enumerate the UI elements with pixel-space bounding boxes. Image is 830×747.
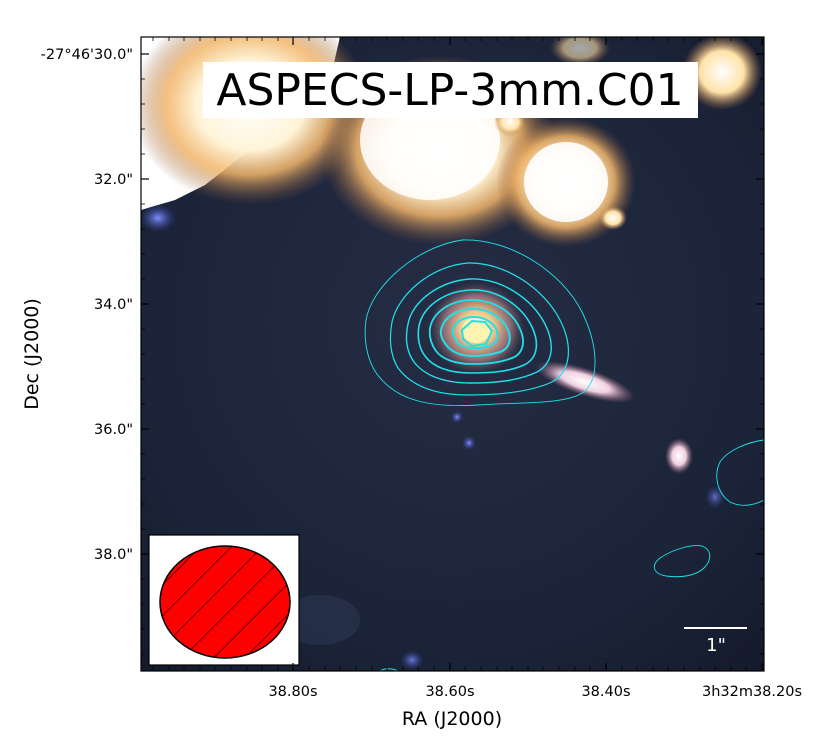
x-axis-label: RA (J2000) xyxy=(402,708,502,730)
x-ticks xyxy=(292,37,763,671)
figure-title: ASPECS-LP-3mm.C01 xyxy=(216,65,683,116)
x-tick-label-2: 38.40s xyxy=(581,684,630,700)
beam-ellipse xyxy=(159,545,291,659)
x-tick-label-1: 38.60s xyxy=(425,684,474,700)
contour-lines xyxy=(364,239,764,671)
y-tick-label-0: -27°46'30.0" xyxy=(41,47,133,63)
scale-bar-label: 1" xyxy=(706,635,726,656)
x-tick-label-3: 3h32m38.20s xyxy=(702,684,802,700)
y-tick-label-3: 36.0" xyxy=(94,422,133,438)
y-tick-label-4: 38.0" xyxy=(94,547,133,563)
x-minor-ticks xyxy=(152,37,747,671)
scale-bar: 1" xyxy=(684,627,747,656)
y-minor-ticks xyxy=(141,78,764,655)
y-tick-label-2: 34.0" xyxy=(94,297,133,313)
y-tick-label-1: 32.0" xyxy=(94,172,133,188)
beam-inset xyxy=(148,534,300,666)
title-box xyxy=(203,62,698,118)
y-ticks xyxy=(141,53,764,555)
x-tick-label-0: 38.80s xyxy=(268,684,317,700)
y-axis-label: Dec (J2000) xyxy=(21,298,43,410)
